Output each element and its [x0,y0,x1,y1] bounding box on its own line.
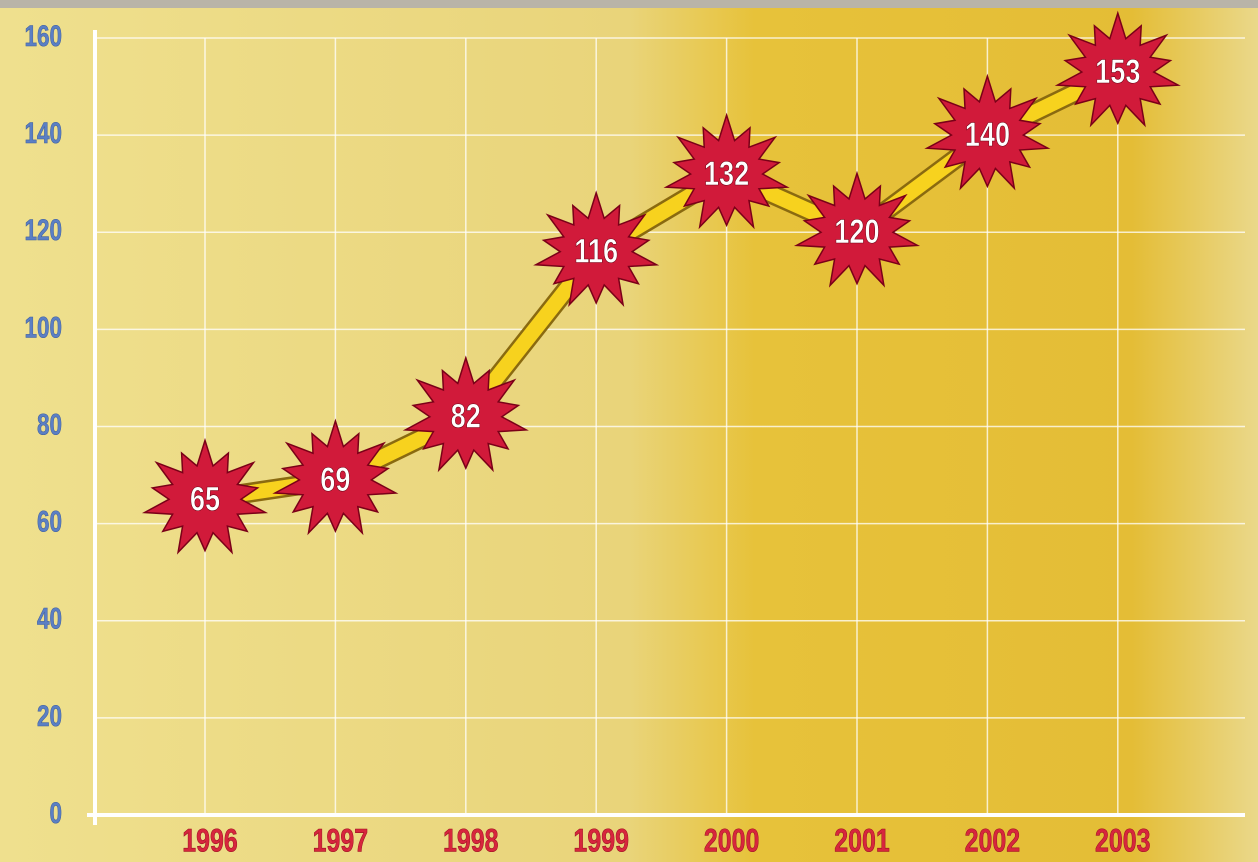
x-tick-label: 2000 [704,824,760,860]
data-label: 69 [320,460,350,499]
y-tick-label: 0 [49,796,62,830]
top-edge [0,0,1258,8]
y-tick-label: 60 [37,504,62,538]
data-label: 132 [704,154,749,193]
y-tick-label: 140 [24,116,62,150]
background [0,0,1258,862]
data-label: 120 [834,212,879,251]
chart: 0 20 40 60 80 100 120 140 160 1996 1997 1998 1999 200… [0,0,1258,862]
x-tick-label: 2002 [965,824,1021,860]
data-label: 153 [1095,52,1140,91]
x-tick-label: 1998 [443,824,499,860]
page: {"chart_data": {"type": "line", "categor… [0,0,1258,862]
x-tick-label: 1999 [573,824,629,860]
data-label: 65 [190,479,220,518]
y-tick-label: 120 [24,213,62,247]
y-tick-label: 80 [37,407,62,441]
y-tick-label: 160 [24,19,62,53]
y-tick-label: 20 [37,699,62,733]
x-tick-label: 2003 [1095,824,1151,860]
y-tick-label: 40 [37,602,62,636]
x-tick-label: 1997 [313,824,369,860]
data-label: 82 [451,397,481,436]
x-tick-label: 2001 [834,824,890,860]
data-label: 140 [965,115,1010,154]
x-tick-label: 1996 [182,824,238,860]
y-tick-label: 100 [24,310,62,344]
data-label: 116 [574,232,618,271]
